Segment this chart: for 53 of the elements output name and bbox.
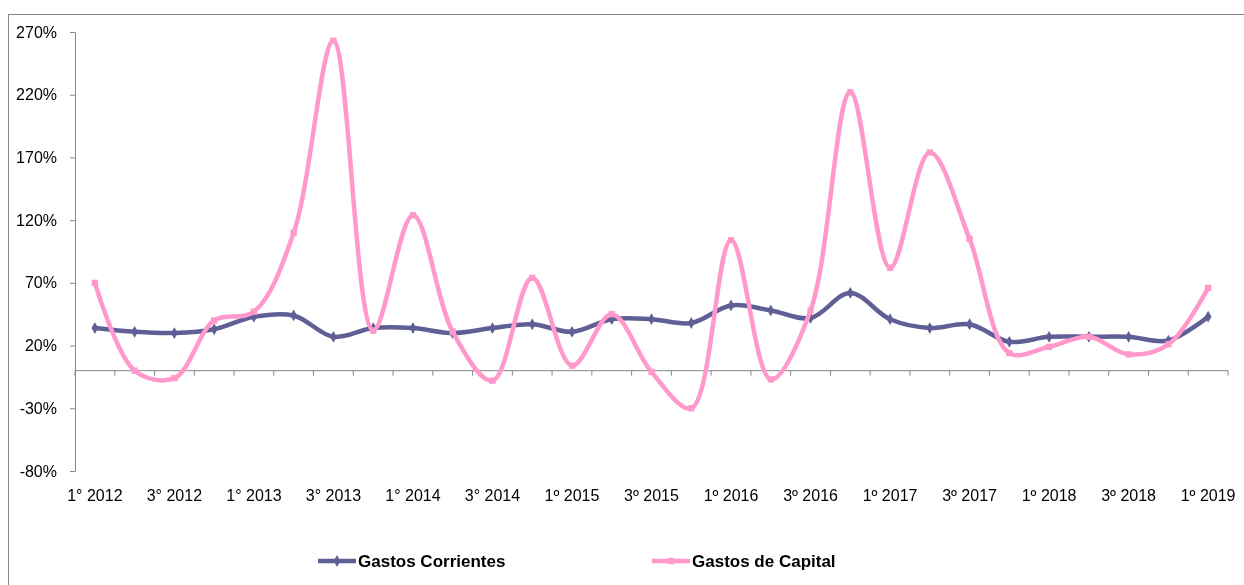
point	[886, 264, 894, 271]
point	[568, 362, 576, 369]
point	[1165, 341, 1172, 348]
x-tick-label: 1º 2015	[544, 487, 600, 504]
point	[171, 375, 178, 382]
point	[91, 279, 99, 287]
point	[131, 367, 138, 374]
point	[290, 229, 297, 236]
point	[1125, 351, 1132, 358]
x-tick-label: 1º 2016	[703, 487, 759, 504]
x-tick-label: 3º 2017	[942, 487, 998, 504]
point	[1045, 343, 1053, 350]
x-tick-label: 1º 2019	[1180, 487, 1236, 504]
x-tick-label: 1° 2012	[67, 487, 123, 504]
point	[1204, 284, 1212, 292]
x-tick-label: 1º 2018	[1021, 487, 1077, 504]
y-tick-label: 220%	[16, 86, 57, 104]
legend-label: Gastos Corrientes	[358, 552, 506, 571]
x-tick-label: 3° 2013	[305, 487, 362, 504]
point	[847, 89, 854, 96]
point	[489, 377, 496, 384]
point	[409, 211, 417, 219]
point	[926, 149, 933, 156]
y-tick-label: 20%	[24, 337, 57, 355]
legend-label: Gastos de Capital	[692, 552, 836, 571]
point	[330, 37, 337, 44]
point	[370, 327, 377, 334]
point	[767, 376, 774, 383]
y-tick-label: -80%	[19, 462, 57, 480]
point	[210, 317, 218, 324]
point	[608, 311, 615, 318]
x-tick-label: 1° 2013	[226, 487, 282, 504]
x-tick-label: 3° 2012	[146, 487, 203, 504]
point	[648, 368, 655, 376]
point	[250, 308, 258, 315]
x-tick-label: 3° 2014	[464, 487, 521, 504]
x-tick-label: 1° 2014	[385, 487, 441, 504]
point	[529, 274, 536, 281]
y-tick-label: 270%	[16, 23, 57, 41]
point	[449, 328, 456, 335]
x-tick-label: 1º 2017	[862, 487, 918, 504]
x-tick-label: 3º 2018	[1101, 487, 1157, 504]
point	[966, 235, 973, 243]
point	[807, 307, 814, 314]
point	[727, 237, 735, 244]
y-tick-label: -30%	[19, 399, 57, 417]
x-tick-label: 3º 2016	[783, 487, 839, 504]
y-tick-label: 120%	[16, 211, 57, 229]
x-tick-label: 3º 2015	[624, 487, 679, 504]
y-tick-label: 170%	[16, 149, 57, 167]
point	[1006, 349, 1013, 357]
y-tick-label: 70%	[24, 274, 57, 292]
point	[688, 405, 695, 412]
